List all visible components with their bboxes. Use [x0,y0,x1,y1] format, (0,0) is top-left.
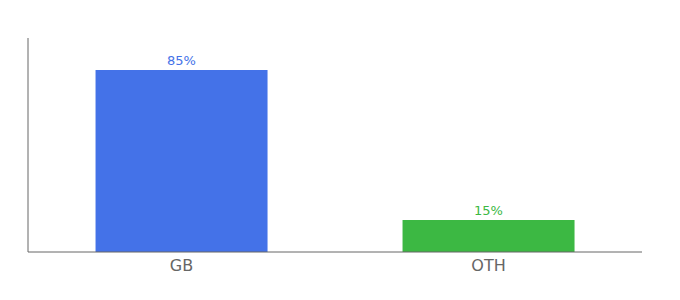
svg-text:85%: 85% [167,53,196,68]
svg-text:OTH: OTH [471,256,505,275]
svg-text:GB: GB [170,256,193,275]
svg-text:15%: 15% [474,203,503,218]
